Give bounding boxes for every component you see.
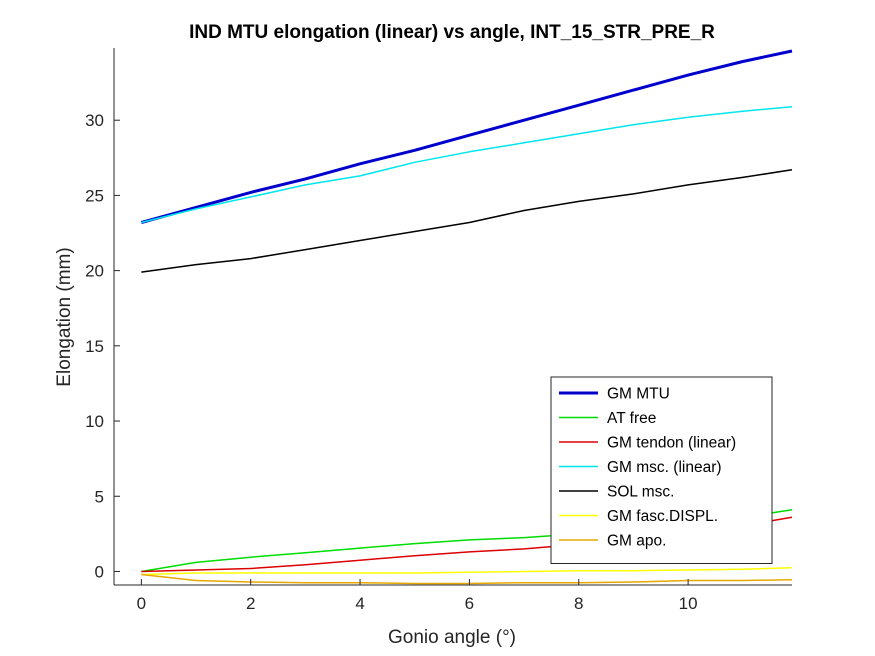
- x-tick-label: 2: [246, 594, 255, 613]
- x-tick-label: 8: [574, 594, 583, 613]
- y-tick-label: 5: [95, 487, 104, 506]
- y-tick-label: 0: [95, 562, 104, 581]
- x-tick-label: 6: [465, 594, 474, 613]
- y-tick-label: 20: [85, 262, 104, 281]
- y-axis-label: Elongation (mm): [54, 247, 75, 386]
- legend-entry: GM apo.: [607, 533, 666, 550]
- legend-entry: GM tendon (linear): [607, 435, 736, 452]
- legend: GM MTU AT free GM tendon (linear) GM msc. (…: [550, 376, 773, 564]
- x-tick-label: 10: [679, 594, 698, 613]
- x-tick-label: 4: [355, 594, 364, 613]
- legend-box: [550, 376, 773, 564]
- y-tick-label: 25: [85, 186, 104, 205]
- x-axis-label: Gonio angle (°): [388, 627, 516, 648]
- legend-entry: GM MTU: [607, 386, 670, 403]
- x-tick-label: 0: [137, 594, 146, 613]
- series-line-gm-fasc-displ: [141, 566, 793, 576]
- series-line-sol-msc: [141, 169, 793, 273]
- y-tick-label: 10: [85, 412, 104, 431]
- legend-entry: SOL msc.: [607, 484, 674, 501]
- legend-entry: GM fasc.DISPL.: [607, 508, 718, 525]
- series-line-gm-mtu: [140, 49, 793, 224]
- legend-entry: AT free: [607, 410, 656, 427]
- y-tick-label: 30: [85, 111, 104, 130]
- series-line-gm-msc-linear: [141, 105, 793, 224]
- legend-entry: GM msc. (linear): [607, 459, 722, 476]
- chart-title: IND MTU elongation (linear) vs angle, IN…: [189, 22, 715, 43]
- plot-area: 0 2 4 6 8 10 0 5 10 15 20 25 30: [85, 48, 793, 613]
- y-tick-label: 15: [85, 337, 104, 356]
